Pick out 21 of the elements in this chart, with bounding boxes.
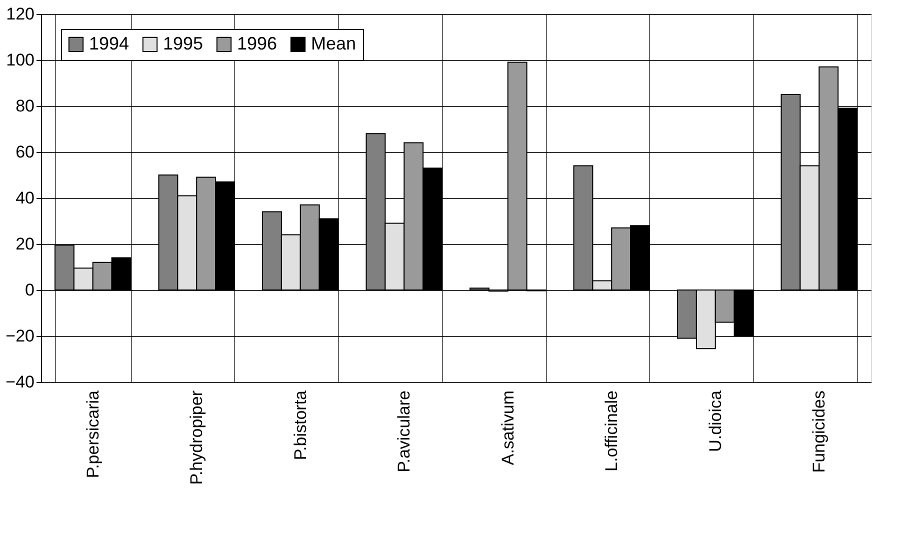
x-tick-label: L.officinale — [602, 390, 622, 472]
y-tick-label: 60 — [16, 142, 34, 162]
legend-label: 1994 — [89, 33, 130, 54]
y-tick-label: 120 — [6, 4, 34, 24]
y-tick-label: −20 — [6, 326, 34, 346]
y-tick-label: 40 — [16, 188, 34, 208]
x-tick-label: A.sativum — [498, 390, 518, 466]
x-tick-label: P.persicaria — [83, 390, 102, 478]
x-tick-label: P.bistorta — [290, 390, 310, 460]
x-tick-label: Fungicides — [810, 390, 829, 473]
x-tick-label: P.aviculare — [394, 390, 414, 472]
y-tick-label: 20 — [16, 234, 34, 254]
legend-label: Mean — [311, 33, 356, 54]
y-tick-label: −40 — [6, 372, 34, 392]
legend-label: 1995 — [163, 33, 204, 54]
y-tick-label: 80 — [16, 96, 34, 116]
legend-label: 1996 — [237, 33, 278, 54]
x-tick-label: U.dioica — [706, 390, 725, 452]
y-tick-label: 100 — [6, 50, 34, 70]
x-tick-label: P.hydropiper — [187, 390, 206, 485]
y-tick-label: 0 — [25, 280, 34, 300]
